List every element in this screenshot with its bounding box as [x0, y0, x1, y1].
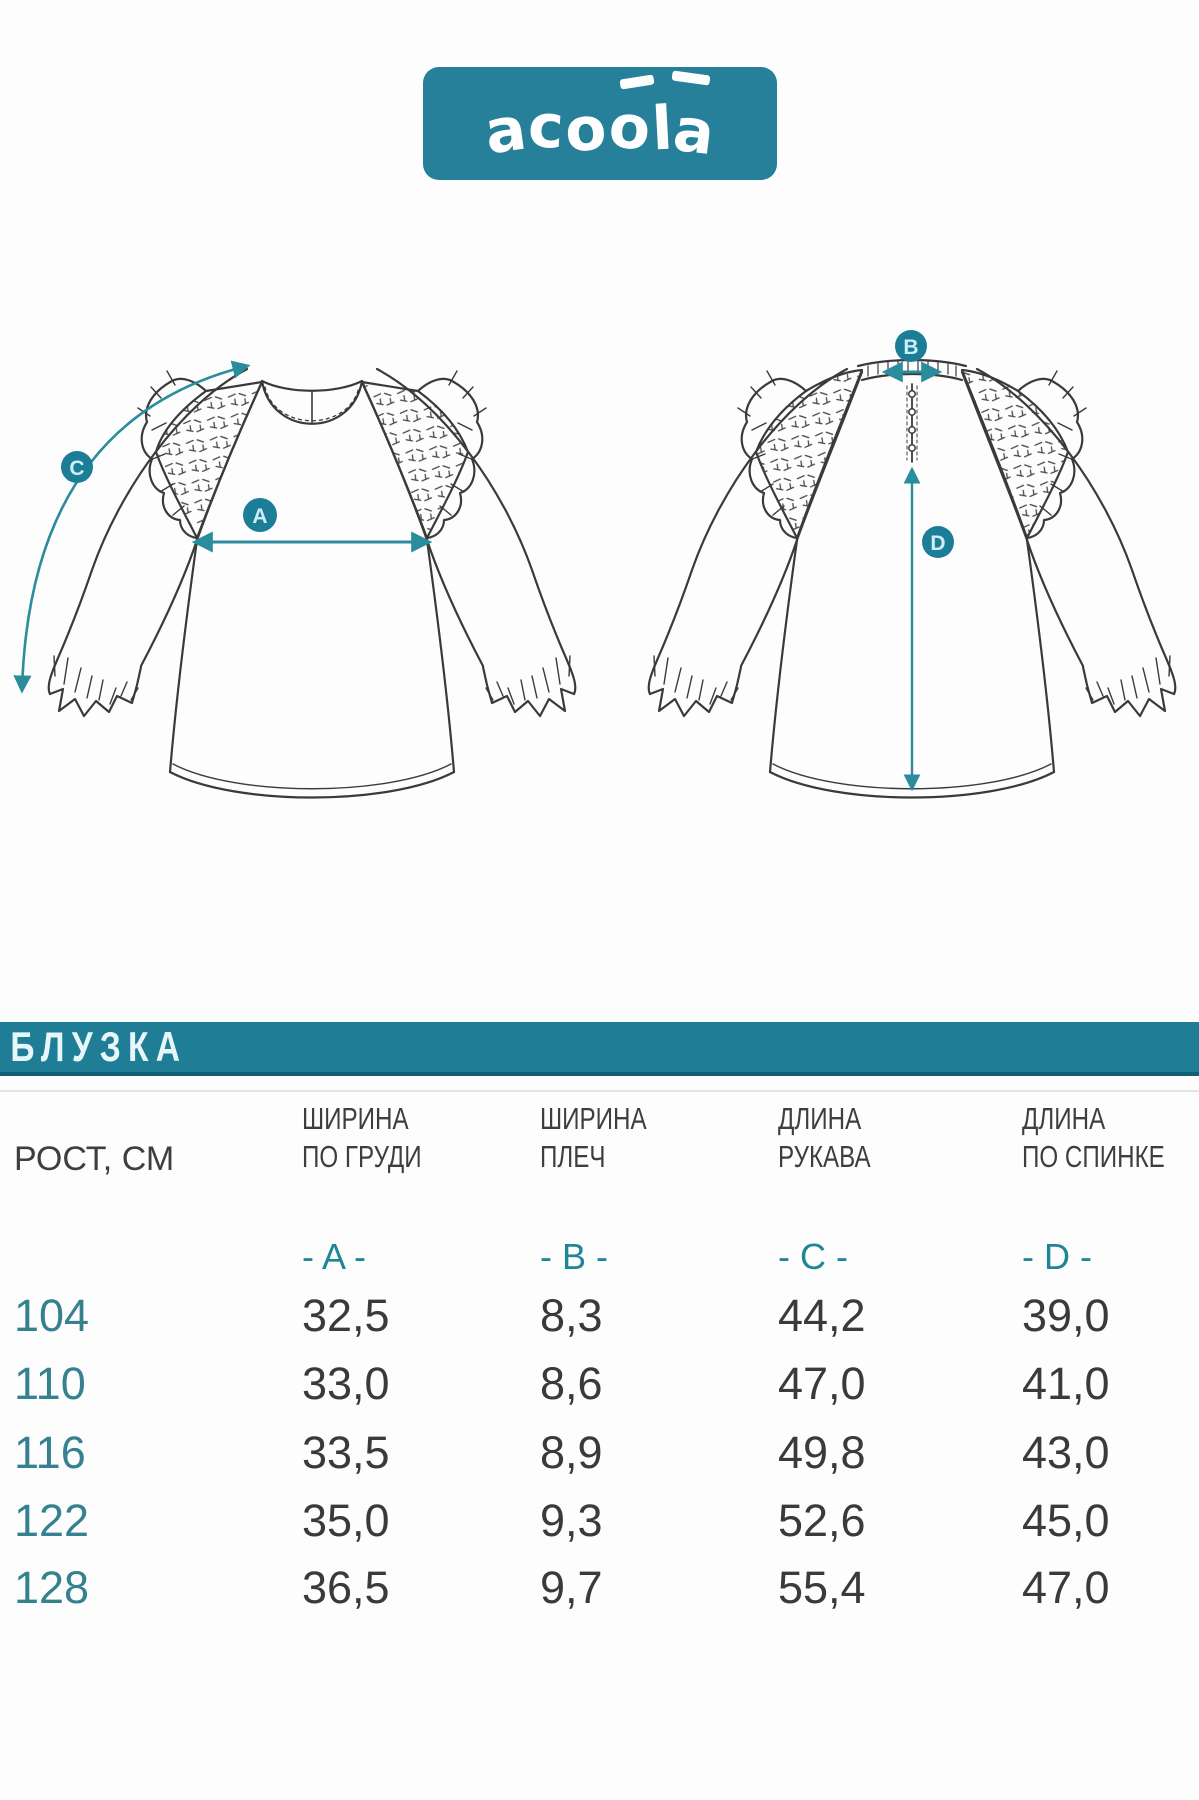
back-right-smocked-panel	[960, 368, 1070, 540]
size-value: 110	[14, 1358, 86, 1409]
chest-value: 32,5	[302, 1290, 390, 1341]
section-title: БЛУЗКА	[10, 1023, 188, 1070]
logo-letter: a	[669, 94, 719, 169]
column-header-chest: ШИРИНА ПО ГРУДИ	[302, 1100, 422, 1176]
badge-c-letter: C	[69, 457, 84, 480]
badge-c-circle	[61, 451, 93, 483]
back-left-smocked-panel	[754, 368, 864, 540]
column-header-line1: ШИРИНА	[302, 1101, 409, 1136]
back-neck-band	[856, 358, 968, 382]
shoulder-value: 9,3	[540, 1495, 603, 1546]
back-shoulder-ruffles	[737, 370, 1087, 540]
logo-accent-icon	[619, 73, 655, 90]
shoulder-value: 9,7	[540, 1562, 603, 1613]
front-hem	[168, 770, 456, 799]
back-right-sleeve	[975, 367, 1177, 696]
size-value: 122	[14, 1495, 90, 1546]
logo-accent-icon	[671, 69, 711, 86]
size-value: 128	[14, 1562, 90, 1613]
measure-letter-c: - C -	[778, 1236, 848, 1277]
section-band: БЛУЗКА	[0, 1022, 1199, 1076]
measure-letter-b: - B -	[540, 1236, 608, 1277]
column-header-sleeve: ДЛИНА РУКАВА	[778, 1100, 871, 1176]
back-value: 45,0	[1022, 1495, 1110, 1546]
column-header-line2: РУКАВА	[778, 1139, 871, 1174]
logo-letter: c	[525, 90, 566, 163]
front-right-smocked-panel	[360, 380, 470, 540]
column-header-line1: ДЛИНА	[778, 1101, 862, 1136]
shoulder-value: 8,3	[540, 1290, 603, 1341]
front-right-sleeve	[375, 367, 577, 696]
sleeve-value: 55,4	[778, 1562, 866, 1613]
chest-value: 33,5	[302, 1427, 390, 1478]
logo-letter: o	[562, 93, 609, 166]
badge-b-letter: B	[903, 336, 918, 359]
column-header-back: ДЛИНА ПО СПИНКЕ	[1022, 1100, 1165, 1176]
measure-letter-d: - D -	[1022, 1236, 1092, 1277]
sleeve-value: 52,6	[778, 1495, 866, 1546]
badge-b-circle	[895, 330, 927, 362]
back-left-side-seam	[768, 538, 799, 774]
measure-letter-a: - A -	[302, 1236, 367, 1277]
shoulder-value: 8,9	[540, 1427, 603, 1478]
back-right-side-seam	[1025, 538, 1056, 774]
height-column-header: РОСТ, СМ	[14, 1140, 175, 1178]
badge-a-circle	[243, 498, 277, 532]
back-value: 39,0	[1022, 1290, 1110, 1341]
chest-value: 35,0	[302, 1495, 390, 1546]
column-header-line2: ПО СПИНКЕ	[1022, 1139, 1165, 1174]
sleeve-value: 47,0	[778, 1358, 866, 1409]
logo-letter: a	[480, 93, 531, 168]
back-cuff-gathers	[653, 655, 1171, 705]
front-right-side-seam	[425, 538, 456, 774]
back-value: 41,0	[1022, 1358, 1110, 1409]
badge-a-letter: A	[252, 505, 267, 528]
size-value: 104	[14, 1290, 90, 1341]
sleeve-value: 49,8	[778, 1427, 866, 1478]
back-button-placket	[906, 383, 918, 463]
front-neckline	[260, 379, 364, 392]
back-value: 47,0	[1022, 1562, 1110, 1613]
back-hem	[768, 770, 1056, 799]
back-left-sleeve	[647, 367, 849, 696]
front-view-drawing	[47, 367, 577, 799]
sleeve-value: 44,2	[778, 1290, 866, 1341]
back-value: 43,0	[1022, 1427, 1110, 1478]
blouse-measurement-diagram: A C B D	[13, 330, 1177, 799]
column-header-line1: ШИРИНА	[540, 1101, 647, 1136]
shoulder-value: 8,6	[540, 1358, 603, 1409]
size-value: 116	[14, 1427, 86, 1478]
badge-d-letter: D	[930, 532, 945, 555]
column-header-shoulder: ШИРИНА ПЛЕЧ	[540, 1100, 647, 1176]
chest-value: 36,5	[302, 1562, 390, 1613]
column-header-line1: ДЛИНА	[1022, 1101, 1106, 1136]
column-header-line2: ПО ГРУДИ	[302, 1139, 422, 1174]
logo-letter: o	[605, 90, 653, 165]
badge-d-circle	[922, 526, 954, 558]
column-header-line2: ПЛЕЧ	[540, 1139, 606, 1174]
divider-line	[0, 1090, 1199, 1092]
back-view-drawing	[647, 358, 1177, 799]
chest-value: 33,0	[302, 1358, 390, 1409]
front-cuff-gathers	[53, 655, 571, 705]
measurement-annotations: A C B D	[13, 330, 954, 792]
